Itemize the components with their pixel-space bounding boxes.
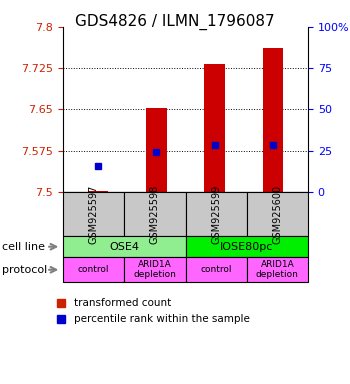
Bar: [263, 48, 283, 192]
Text: protocol: protocol: [2, 265, 47, 275]
Text: GSM925599: GSM925599: [211, 184, 221, 244]
Text: IOSE80pc: IOSE80pc: [220, 242, 273, 252]
Text: OSE4: OSE4: [109, 242, 139, 252]
Bar: [146, 108, 167, 192]
Text: cell line: cell line: [2, 242, 45, 252]
Text: GDS4826 / ILMN_1796087: GDS4826 / ILMN_1796087: [75, 13, 275, 30]
Text: GSM925598: GSM925598: [150, 184, 160, 244]
Text: control: control: [201, 265, 232, 274]
Bar: [88, 191, 108, 192]
Text: percentile rank within the sample: percentile rank within the sample: [74, 314, 249, 324]
Bar: [204, 64, 225, 192]
Text: GSM925597: GSM925597: [89, 184, 99, 244]
Text: transformed count: transformed count: [74, 298, 171, 308]
Text: ARID1A
depletion: ARID1A depletion: [256, 260, 299, 280]
Text: control: control: [78, 265, 109, 274]
Text: ARID1A
depletion: ARID1A depletion: [133, 260, 176, 280]
Text: GSM925600: GSM925600: [272, 185, 282, 243]
